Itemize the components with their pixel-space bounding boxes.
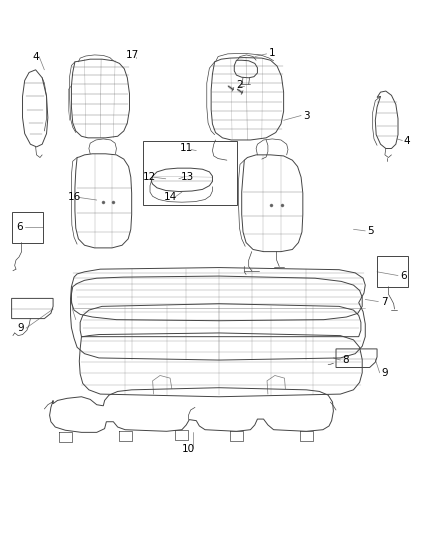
Text: 7: 7: [381, 296, 387, 306]
Text: 10: 10: [182, 445, 195, 454]
Text: 8: 8: [343, 355, 349, 365]
Text: 11: 11: [180, 143, 193, 154]
Text: 4: 4: [403, 135, 410, 146]
Text: 5: 5: [367, 226, 374, 236]
Text: 9: 9: [381, 368, 388, 378]
Text: 14: 14: [163, 192, 177, 203]
Text: 13: 13: [181, 172, 194, 182]
Text: 2: 2: [237, 80, 243, 90]
Text: 9: 9: [18, 323, 24, 333]
Text: 16: 16: [67, 192, 81, 203]
Text: 12: 12: [142, 172, 156, 182]
Text: 3: 3: [303, 110, 310, 120]
Text: 1: 1: [269, 48, 276, 58]
Text: 6: 6: [400, 271, 406, 280]
Text: 6: 6: [17, 222, 23, 232]
Text: 17: 17: [126, 51, 139, 60]
Text: 4: 4: [32, 52, 39, 61]
